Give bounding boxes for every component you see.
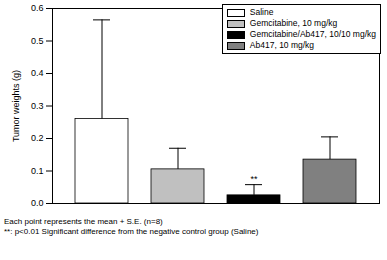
- svg-text:**: **: [250, 174, 258, 184]
- svg-text:0.3: 0.3: [31, 101, 44, 111]
- html-text:Gemcitabine, 10 mg/kg: Gemcitabine, 10 mg/kg: [249, 18, 338, 28]
- svg-text:0.5: 0.5: [31, 36, 44, 46]
- svg-text:0.4: 0.4: [31, 68, 44, 78]
- html-text:Saline: Saline: [249, 7, 274, 17]
- svg-text:0.2: 0.2: [31, 133, 44, 143]
- svg-text:0.6: 0.6: [31, 3, 44, 13]
- html-text:Gemcitabine/Ab417, 10/10 mg/kg: Gemcitabine/Ab417, 10/10 mg/kg: [249, 29, 376, 39]
- svg-text:0.1: 0.1: [31, 166, 44, 176]
- html-text:Ab417, 10 mg/kg: Ab417, 10 mg/kg: [249, 40, 315, 50]
- html-text:Each point represents the mean: Each point represents the mean + S.E. (n…: [4, 217, 163, 226]
- html-text:**: p<0.01 Significant differe: **: p<0.01 Significant difference from t…: [4, 227, 259, 236]
- svg-text:Tumor weights (g): Tumor weights (g): [11, 70, 21, 142]
- svg-text:0.0: 0.0: [31, 198, 44, 208]
